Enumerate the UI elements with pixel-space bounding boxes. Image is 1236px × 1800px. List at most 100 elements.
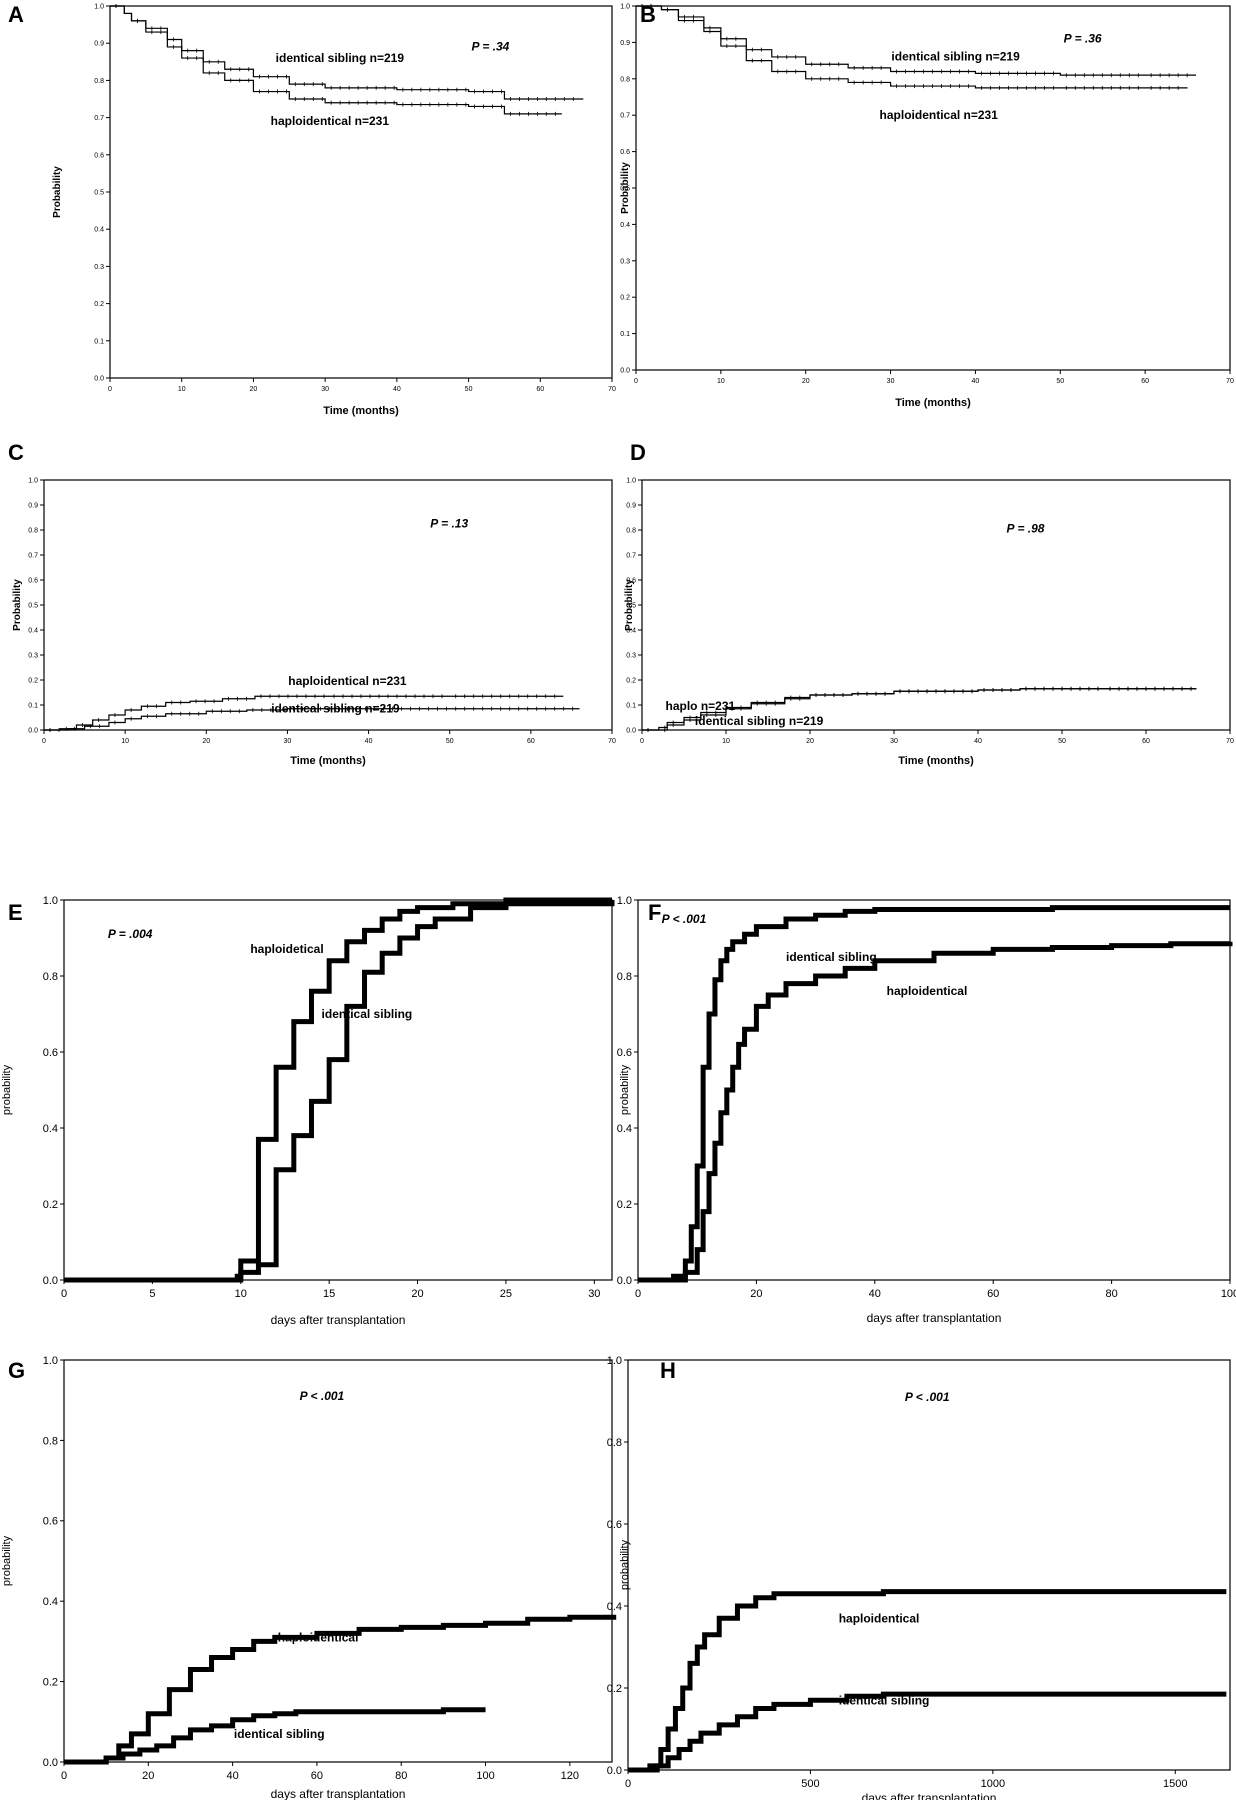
series-annotation-c-1: identical sibling n=219 xyxy=(271,702,400,716)
series-annotation-f-0: identical sibling xyxy=(786,950,877,964)
y-tick-label-d: 0.6 xyxy=(626,577,636,584)
x-tick-label-c: 30 xyxy=(284,738,292,745)
series-annotation-d-0: haplo n=231 xyxy=(666,699,736,713)
x-tick-label-h: 1000 xyxy=(981,1778,1005,1790)
y-tick-label-b: 0.7 xyxy=(620,113,630,120)
series-line-h-0 xyxy=(628,1589,1227,1773)
y-tick-label-a: 0.7 xyxy=(94,115,104,122)
x-tick-label-d: 10 xyxy=(722,738,730,745)
series-line-h-1 xyxy=(628,1691,1227,1773)
x-tick-label-e: 20 xyxy=(411,1288,423,1300)
y-tick-label-d: 0.7 xyxy=(626,552,636,559)
y-tick-label-d: 0.2 xyxy=(626,677,636,684)
series-line-f-0 xyxy=(638,905,1230,1283)
series-annotation-c-0: haploidentical n=231 xyxy=(288,674,407,688)
series-annotation-a-0: identical sibling n=219 xyxy=(276,51,405,65)
x-tick-label-g: 0 xyxy=(61,1770,67,1782)
panel-label-c: C xyxy=(8,440,24,465)
x-tick-label-f: 20 xyxy=(750,1288,762,1300)
y-tick-label-e: 0.8 xyxy=(43,971,58,983)
series-line-e-1 xyxy=(64,900,615,1283)
panel-label-h: H xyxy=(660,1358,676,1383)
y-tick-label-h: 0.2 xyxy=(607,1683,622,1695)
y-tick-label-f: 0.0 xyxy=(617,1275,632,1287)
series-line-e-0 xyxy=(64,897,612,1283)
y-tick-label-a: 0.5 xyxy=(94,189,104,196)
y-tick-label-c: 0.0 xyxy=(28,727,38,734)
x-tick-label-h: 1500 xyxy=(1163,1778,1187,1790)
y-tick-label-b: 1.0 xyxy=(620,3,630,10)
x-tick-label-c: 40 xyxy=(365,738,373,745)
x-tick-label-b: 30 xyxy=(887,378,895,385)
x-tick-label-h: 0 xyxy=(625,1778,631,1790)
series-line-c-1 xyxy=(44,708,580,731)
series-line-b-1 xyxy=(636,5,1188,89)
p-value-label-e: P = .004 xyxy=(108,927,153,941)
chart-b-svg: 0.0 0.1 0.2 0.3 0.4 0.5 0.6 0.7 0.8 0.9 1.0 0 10 20 30… xyxy=(620,3,1234,409)
series-line-g-0 xyxy=(64,1614,617,1765)
y-tick-label-d: 0.0 xyxy=(626,727,636,734)
y-axis-label-e: probability xyxy=(1,1064,13,1115)
p-value-label-h: P < .001 xyxy=(905,1390,950,1404)
x-axis-label-g: days after transplantation xyxy=(271,1787,406,1800)
x-axis-label-e: days after transplantation xyxy=(271,1313,406,1327)
panel-a-container: 0.0 0.1 0.2 0.3 0.4 0.5 0.6 0.7 0.8 0.9 1.0 0 10 20 30… xyxy=(0,0,618,417)
series-line-d-1 xyxy=(642,688,1197,731)
y-tick-label-d: 0.4 xyxy=(626,627,636,634)
x-tick-label-d: 20 xyxy=(806,738,814,745)
y-axis-label-g: probability xyxy=(1,1535,13,1586)
x-tick-label-c: 70 xyxy=(608,738,616,745)
series-line-g-1 xyxy=(64,1707,486,1765)
panel-c-container: 0.0 0.1 0.2 0.3 0.4 0.5 0.6 0.7 0.8 0.9 1.0 0 10 20 30… xyxy=(0,440,618,880)
series-line-f-1 xyxy=(638,941,1233,1283)
series-annotation-g-0: haploidentical xyxy=(278,1630,359,1644)
y-tick-label-b: 0.9 xyxy=(620,40,630,47)
panel-b-container: 0.0 0.1 0.2 0.3 0.4 0.5 0.6 0.7 0.8 0.9 1.0 0 10 20 30… xyxy=(618,0,1236,409)
x-tick-label-a: 50 xyxy=(465,386,473,393)
y-tick-label-a: 0.6 xyxy=(94,152,104,159)
plot-frame-g xyxy=(63,1359,613,1763)
x-tick-label-f: 0 xyxy=(635,1288,641,1300)
x-tick-label-e: 15 xyxy=(323,1288,335,1300)
y-tick-label-c: 0.7 xyxy=(28,552,38,559)
x-tick-label-b: 40 xyxy=(972,378,980,385)
y-tick-label-g: 0.2 xyxy=(43,1676,58,1688)
x-axis-label-c: Time (months) xyxy=(290,755,366,767)
y-tick-label-a: 0.1 xyxy=(94,338,104,345)
y-tick-label-f: 0.4 xyxy=(617,1123,632,1135)
p-value-label-a: P = .34 xyxy=(471,40,509,54)
series-annotation-h-1: identical sibling xyxy=(839,1693,930,1707)
chart-f-svg: 0.0 0.2 0.4 0.6 0.8 1.0 0 20 40 60 80 100 days after… xyxy=(617,895,1236,1325)
x-tick-label-a: 0 xyxy=(108,386,112,393)
y-tick-label-e: 1.0 xyxy=(43,895,58,907)
series-annotation-d-1: identical sibling n=219 xyxy=(695,714,824,728)
plot-frame-c xyxy=(43,479,613,731)
x-tick-label-h: 500 xyxy=(801,1778,819,1790)
series-annotation-f-1: haploidentical xyxy=(887,984,968,998)
panel-d-container: 0.0 0.1 0.2 0.3 0.4 0.5 0.6 0.7 0.8 0.9 1.0 0 10 20 30… xyxy=(618,440,1236,880)
x-tick-label-f: 80 xyxy=(1105,1288,1117,1300)
panel-f-container: 0.0 0.2 0.4 0.6 0.8 1.0 0 20 40 60 80 100 days after… xyxy=(617,890,1236,1340)
y-tick-label-e: 0.0 xyxy=(43,1275,58,1287)
y-tick-label-h: 1.0 xyxy=(607,1355,622,1367)
x-tick-label-b: 10 xyxy=(717,378,725,385)
y-tick-label-a: 0.2 xyxy=(94,301,104,308)
x-tick-label-d: 60 xyxy=(1142,738,1150,745)
chart-g-svg: 0.0 0.2 0.4 0.6 0.8 1.0 0 20 40 60 80 100 120 days af… xyxy=(1,1355,617,1800)
y-axis-label-h: probability xyxy=(619,1539,631,1590)
y-axis-label-b: Probability xyxy=(620,162,631,214)
x-tick-label-f: 40 xyxy=(869,1288,881,1300)
x-tick-label-e: 10 xyxy=(235,1288,247,1300)
series-annotation-e-0: haploidetical xyxy=(250,942,323,956)
x-tick-label-b: 70 xyxy=(1226,378,1234,385)
y-tick-label-b: 0.6 xyxy=(620,149,630,156)
chart-a-svg: 0.0 0.1 0.2 0.3 0.4 0.5 0.6 0.7 0.8 0.9 1.0 0 10 20 30… xyxy=(52,3,616,417)
y-tick-label-a: 0.3 xyxy=(94,264,104,271)
x-tick-label-e: 30 xyxy=(588,1288,600,1300)
x-tick-label-a: 20 xyxy=(250,386,258,393)
y-tick-label-d: 0.5 xyxy=(626,602,636,609)
y-axis-label-c: Probability xyxy=(12,579,23,631)
x-axis-label-h: days after transplantation xyxy=(862,1791,997,1800)
x-tick-label-d: 0 xyxy=(640,738,644,745)
panel-label-d: D xyxy=(630,440,646,465)
